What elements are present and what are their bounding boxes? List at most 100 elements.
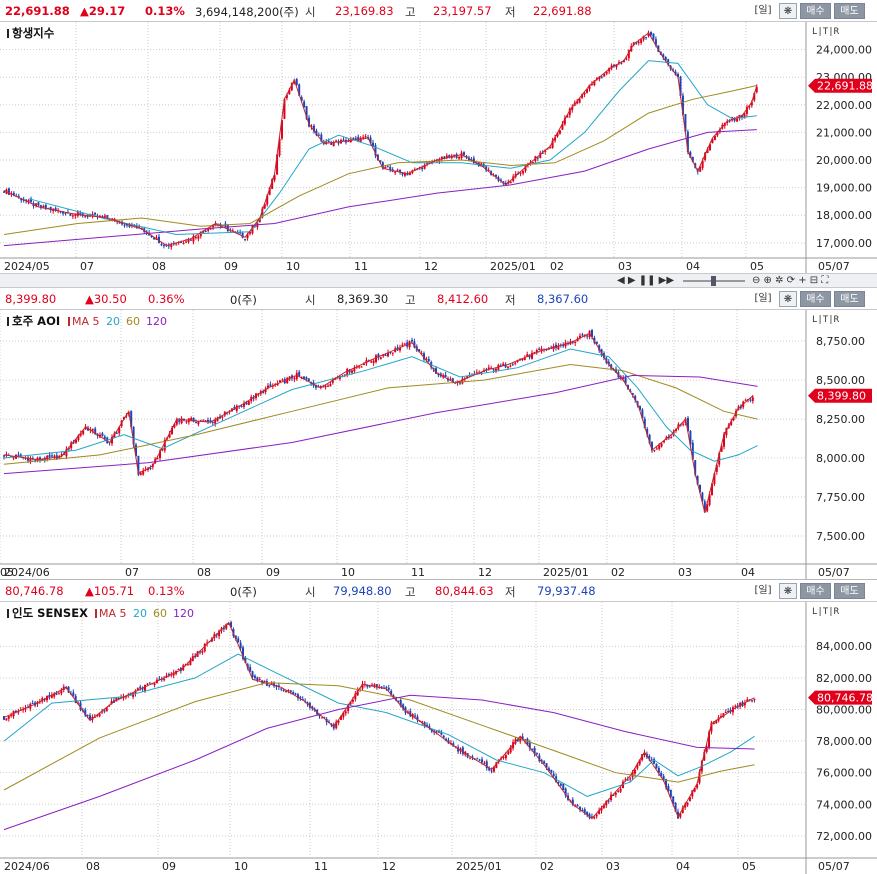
- candle-body: [285, 94, 288, 99]
- candle-body: [633, 769, 636, 774]
- y-tick-label: 78,000.00: [816, 735, 872, 748]
- candle-body: [34, 459, 37, 461]
- candle-body: [541, 152, 544, 154]
- candle-body: [426, 724, 429, 727]
- candle-body: [682, 423, 685, 425]
- legend-marker: [95, 609, 97, 618]
- period-button[interactable]: [일]: [754, 585, 772, 596]
- candle-body: [67, 447, 70, 450]
- candle-body: [499, 179, 502, 181]
- candle-body: [475, 372, 478, 374]
- candle-body: [755, 87, 758, 93]
- candle-body: [132, 426, 135, 445]
- candle-body: [586, 811, 589, 816]
- candle-body: [504, 182, 507, 184]
- candle-body: [158, 678, 161, 680]
- candle-body: [374, 145, 377, 156]
- buy-button[interactable]: 매수: [800, 291, 831, 307]
- buy-button[interactable]: 매수: [800, 583, 831, 599]
- candle-body: [514, 173, 517, 177]
- candle-body: [427, 359, 430, 362]
- candle-body: [578, 98, 581, 103]
- sensex-change: ▲105.71: [85, 584, 135, 598]
- zoom-slider-thumb[interactable]: [711, 276, 716, 286]
- candle-body: [7, 716, 10, 719]
- period-button[interactable]: [일]: [754, 5, 772, 16]
- period-button[interactable]: [일]: [754, 293, 772, 304]
- candle-body: [638, 759, 641, 765]
- candle-body: [519, 737, 522, 742]
- candle-body: [132, 693, 135, 697]
- title-marker: [7, 317, 9, 326]
- candle-body: [168, 433, 171, 438]
- scroll-controls[interactable]: ◀ ▶ ❚❚ ▶▶: [617, 275, 675, 286]
- candle-body: [401, 172, 404, 175]
- candle-body: [440, 156, 443, 160]
- settings-icon[interactable]: ❋: [779, 291, 797, 307]
- buy-button[interactable]: 매수: [800, 3, 831, 19]
- candle-body: [469, 757, 472, 759]
- candle-body: [94, 212, 97, 215]
- candle-body: [635, 42, 638, 44]
- ma-legend-item: 60: [126, 315, 140, 328]
- candle-body: [65, 449, 68, 457]
- settings-icon[interactable]: ❋: [779, 583, 797, 599]
- candle-body: [330, 143, 333, 145]
- candle-body: [234, 635, 237, 640]
- candle-body: [425, 358, 428, 360]
- zoom-tools-icon[interactable]: ⊖ ⊕ ✲ ⟳ + ⊟ ⛶: [752, 275, 829, 286]
- candle-body: [523, 357, 526, 361]
- sensex-pct: 0.13%: [148, 584, 185, 598]
- settings-icon[interactable]: ❋: [779, 3, 797, 19]
- sell-button[interactable]: 매도: [834, 583, 865, 599]
- chart-scrollbar[interactable]: ◀ ▶ ❚❚ ▶▶ ⊖ ⊕ ✲ ⟳ + ⊟ ⛶: [0, 273, 877, 288]
- candle-body: [720, 445, 723, 452]
- candle-body: [394, 348, 397, 353]
- candle-body: [31, 703, 34, 705]
- sensex-chart[interactable]: 72,000.00 74,000.00 76,000.00 78,000.00 80,0…: [0, 602, 877, 874]
- candle-body: [646, 428, 649, 435]
- hsi-chart[interactable]: 17,000.00 18,000.00 19,000.00 20,000.00 21,0…: [0, 22, 877, 273]
- candle-body: [670, 436, 673, 439]
- aoi-chart[interactable]: 7,500.00 7,750.00 8,000.00 8,250.00 8,500.00…: [0, 310, 877, 579]
- candle-body: [17, 454, 20, 456]
- candle-body: [180, 418, 183, 424]
- candle-body: [502, 756, 505, 758]
- candle-body: [86, 715, 89, 717]
- sell-button[interactable]: 매도: [834, 291, 865, 307]
- candle-body: [381, 162, 384, 169]
- candle-body: [519, 172, 522, 174]
- candle-body: [664, 57, 667, 61]
- sensex-high: 80,844.63: [435, 584, 494, 598]
- candle-body: [382, 354, 385, 357]
- candle-body: [366, 685, 369, 687]
- candle-body: [600, 76, 603, 78]
- candle-body: [561, 123, 564, 130]
- candle-body: [743, 113, 746, 119]
- chart-title: 항생지수: [12, 26, 55, 40]
- candle-body: [153, 237, 156, 240]
- candle-body: [197, 236, 200, 239]
- candle-body: [101, 216, 104, 218]
- candle-body: [375, 684, 378, 688]
- candle-body: [629, 778, 632, 780]
- candle-body: [455, 154, 458, 158]
- candle-body: [351, 370, 353, 373]
- candle-body: [139, 686, 142, 689]
- candle-body: [598, 77, 601, 80]
- candle-body: [607, 361, 610, 365]
- price-tag-label: 22,691.88: [817, 80, 873, 93]
- candle-body: [283, 99, 286, 119]
- sell-button[interactable]: 매도: [834, 3, 865, 19]
- candle-body: [701, 160, 704, 168]
- candle-body: [612, 794, 615, 796]
- candle-body: [684, 114, 687, 132]
- candle-body: [25, 199, 28, 201]
- x-tick-label: 02: [611, 566, 625, 579]
- x-tick-label: 08: [86, 860, 100, 873]
- candle-body: [305, 377, 308, 380]
- candle-body: [194, 237, 197, 239]
- candle-body: [160, 244, 163, 246]
- candle-body: [262, 391, 265, 394]
- candle-body: [34, 203, 37, 207]
